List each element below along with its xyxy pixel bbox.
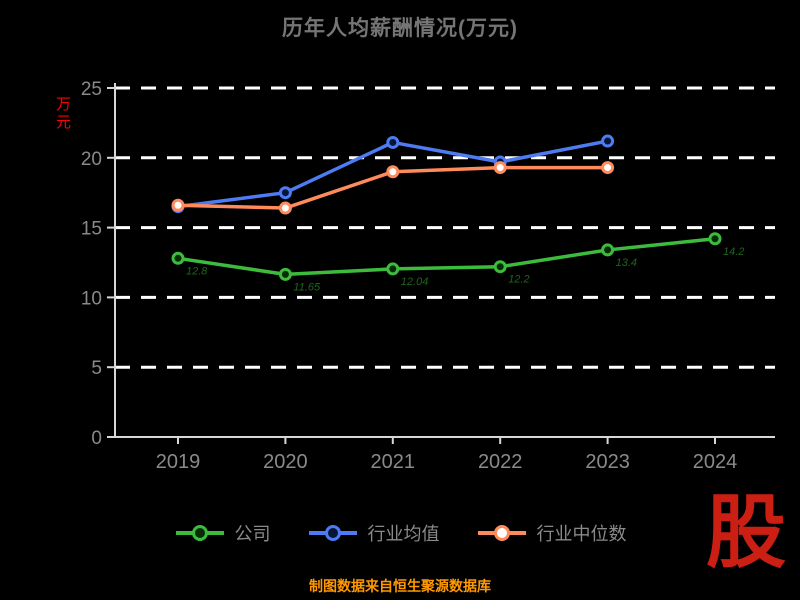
legend-marker-icon bbox=[175, 525, 224, 541]
data-point-2-4[interactable] bbox=[601, 161, 615, 175]
series-line-0 bbox=[176, 237, 717, 277]
legend-item-2[interactable]: 行业中位数 bbox=[476, 520, 627, 546]
data-point-0-5[interactable] bbox=[708, 232, 722, 246]
x-tick-label: 2019 bbox=[156, 451, 201, 473]
data-point-label: 13.4 bbox=[616, 257, 637, 269]
y-tick-label: 10 bbox=[81, 288, 102, 309]
data-point-1-2[interactable] bbox=[386, 135, 400, 149]
data-point-0-3[interactable] bbox=[493, 260, 507, 274]
legend-item-1[interactable]: 行业均值 bbox=[307, 520, 440, 546]
data-point-label: 12.8 bbox=[186, 265, 208, 277]
legend-marker-icon bbox=[308, 525, 357, 541]
y-tick-label: 0 bbox=[91, 428, 102, 449]
legend-dot bbox=[191, 525, 208, 541]
brand-logo: 股 bbox=[706, 490, 786, 578]
legend: 公司 行业均值 行业中位数 bbox=[0, 520, 800, 546]
y-tick-label: 15 bbox=[81, 219, 102, 240]
data-point-1-1[interactable] bbox=[278, 186, 292, 200]
legend-label: 行业均值 bbox=[367, 524, 440, 544]
x-tick-label: 2021 bbox=[371, 451, 416, 473]
data-point-0-1[interactable] bbox=[278, 267, 292, 281]
data-point-label: 12.04 bbox=[401, 276, 429, 288]
data-point-0-4[interactable] bbox=[601, 243, 615, 257]
data-point-2-0[interactable] bbox=[171, 198, 185, 212]
x-tick-label: 2022 bbox=[478, 451, 523, 473]
data-source-note: 制图数据来自恒生聚源数据库 bbox=[309, 578, 491, 594]
data-point-2-2[interactable] bbox=[386, 165, 400, 179]
legend-label: 公司 bbox=[234, 524, 271, 544]
y-tick-label: 5 bbox=[91, 358, 102, 379]
legend-item-0[interactable]: 公司 bbox=[174, 520, 271, 546]
x-tick-label: 2023 bbox=[585, 451, 630, 473]
legend-dot bbox=[493, 525, 510, 541]
data-point-2-3[interactable] bbox=[493, 161, 507, 175]
data-point-2-1[interactable] bbox=[278, 201, 292, 215]
x-tick-label: 2024 bbox=[693, 451, 738, 473]
data-point-0-0[interactable] bbox=[171, 251, 185, 265]
data-point-label: 11.65 bbox=[293, 281, 321, 293]
x-tick-label: 2020 bbox=[263, 451, 308, 473]
data-point-label: 14.2 bbox=[723, 246, 744, 258]
data-point-1-4[interactable] bbox=[601, 134, 615, 148]
y-axis-title: 万元 bbox=[54, 96, 71, 132]
chart-title: 历年人均薪酬情况(万元) bbox=[282, 17, 518, 40]
legend-marker-icon bbox=[477, 525, 526, 541]
data-point-label: 12.2 bbox=[508, 274, 529, 286]
legend-label: 行业中位数 bbox=[536, 524, 627, 544]
legend-dot bbox=[324, 525, 341, 541]
data-point-0-2[interactable] bbox=[386, 262, 400, 276]
y-tick-label: 20 bbox=[81, 149, 102, 170]
y-tick-label: 25 bbox=[81, 79, 102, 100]
